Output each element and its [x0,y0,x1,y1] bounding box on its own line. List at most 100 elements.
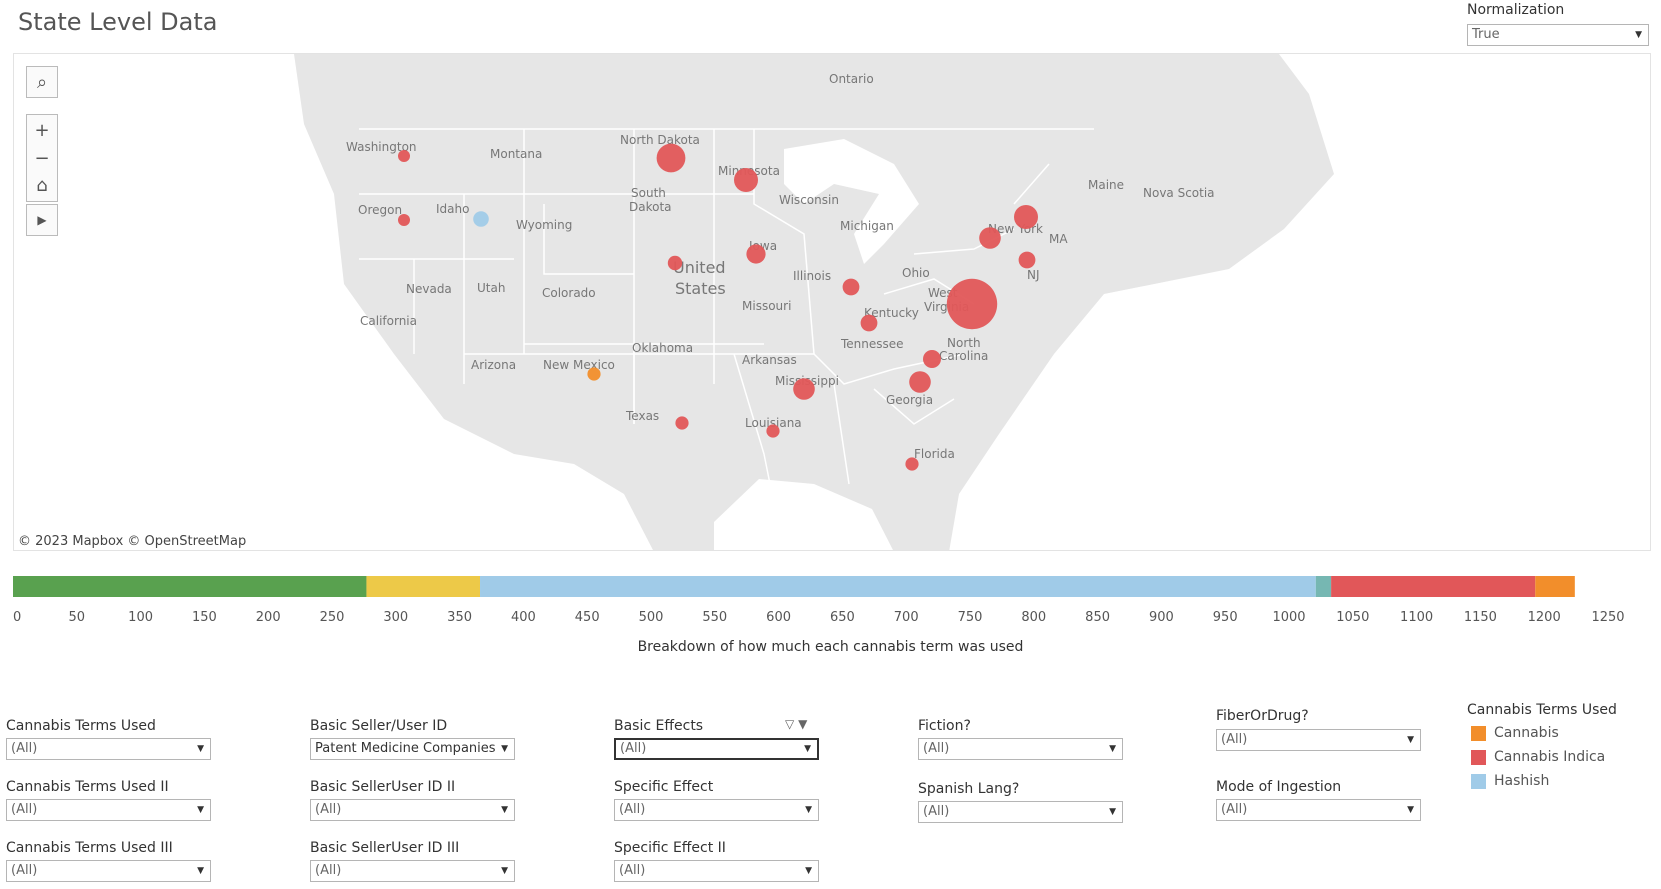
map-labels: Ontario Montana Washington Oregon Idaho … [346,72,1215,461]
axis-tick-label: 1200 [1528,610,1561,625]
axis-tick-label: 200 [256,610,281,625]
map-point-iowa[interactable] [746,244,766,264]
filter-seller2-label: Basic SellerUser ID II [310,779,456,795]
reset-view-button[interactable]: ⌂ [26,170,58,202]
map-point-south-carolina[interactable] [909,371,931,393]
axis-tick-label: 600 [766,610,791,625]
map-point-north-carolina[interactable] [923,350,941,368]
chevron-down-icon: ▼ [1407,805,1414,815]
chevron-down-icon: ▼ [197,866,204,876]
chevron-down-icon: ▼ [501,866,508,876]
search-map-button[interactable]: ⌕ [26,66,58,98]
label-us-2: States [675,279,726,298]
map-point-florida[interactable] [905,457,919,471]
axis-tick-label: 800 [1021,610,1046,625]
map-point-connecticut[interactable] [1018,251,1036,269]
chevron-down-icon: ▼ [197,805,204,815]
filter-effects-dropdown[interactable]: (All) ▼ [614,738,819,760]
normalization-dropdown[interactable]: True ▼ [1467,24,1649,46]
map-point-virginia[interactable] [946,278,998,330]
map-point-louisiana[interactable] [766,424,780,438]
bar-segment-2[interactable] [480,576,1316,597]
axis-tick-label: 1250 [1591,610,1624,625]
chevron-down-icon: ▼ [804,744,811,754]
label-arizona: Arizona [471,358,516,372]
label-nj: NJ [1027,268,1040,282]
filter-fiction-dropdown[interactable]: (All) ▼ [918,738,1123,760]
zoom-in-button[interactable]: + [26,114,58,146]
filter-specific2-label: Specific Effect II [614,840,726,856]
filter-specific2-dropdown[interactable]: (All) ▼ [614,860,819,882]
map-point-nebraska[interactable] [667,255,683,271]
map-point-minnesota[interactable] [734,168,758,192]
label-nevada: Nevada [406,282,452,296]
legend-item-cannabis[interactable]: Cannabis [1471,725,1559,741]
filter-terms2-dropdown[interactable]: (All) ▼ [6,799,211,821]
filter-fiber-dropdown[interactable]: (All) ▼ [1216,729,1421,751]
filter-specific-label: Specific Effect [614,779,714,795]
label-south-dakota-2: Dakota [629,200,672,214]
bar-segment-3[interactable] [1315,576,1332,597]
label-us-1: United [673,258,726,277]
filter-terms2-value: (All) [11,802,38,817]
legend-label: Hashish [1494,773,1550,789]
map-point-kentucky[interactable] [860,314,878,332]
label-ontario: Ontario [829,72,874,86]
chevron-down-icon[interactable]: ▼ [798,717,808,731]
legend-item-hashish[interactable]: Hashish [1471,773,1549,789]
filter-spanish-value: (All) [923,804,950,819]
label-montana: Montana [490,147,542,161]
label-oklahoma: Oklahoma [632,341,693,355]
zoom-out-button[interactable]: − [26,142,58,174]
axis-tick-label: 1050 [1336,610,1369,625]
map-point-washington[interactable] [398,150,410,162]
filter-terms3-dropdown[interactable]: (All) ▼ [6,860,211,882]
map-points[interactable] [398,143,1038,471]
filter-seller2-dropdown[interactable]: (All) ▼ [310,799,515,821]
search-icon: ⌕ [36,71,48,93]
map-point-indiana[interactable] [842,278,860,296]
axis-tick-label: 650 [830,610,855,625]
map-point-mississippi[interactable] [793,378,815,400]
state-map[interactable]: Ontario Montana Washington Oregon Idaho … [13,53,1651,551]
map-point-north-dakota[interactable] [656,143,686,173]
map-point-new-mexico[interactable] [587,367,601,381]
filter-seller-dropdown[interactable]: Patent Medicine Companies ▼ [310,738,515,760]
filter-mode-dropdown[interactable]: (All) ▼ [1216,799,1421,821]
map-canvas[interactable]: Ontario Montana Washington Oregon Idaho … [14,54,1651,551]
breakdown-bar-chart[interactable]: 0 50 100 150 200 250 300 350 400 450 500 550 600 650 7… [0,570,1661,630]
axis-tick-label: 550 [702,610,727,625]
label-kentucky: Kentucky [864,306,919,320]
filter-spanish-dropdown[interactable]: (All) ▼ [918,801,1123,823]
filter-terms-dropdown[interactable]: (All) ▼ [6,738,211,760]
filter-seller3-value: (All) [315,863,342,878]
funnel-icon[interactable]: ▽ [785,717,795,731]
map-point-vermont[interactable] [1014,205,1038,229]
filter-seller3-dropdown[interactable]: (All) ▼ [310,860,515,882]
play-icon: ▶ [37,213,47,227]
legend-swatch [1471,773,1486,789]
label-missouri: Missouri [742,299,791,313]
legend-item-cannabis-indica[interactable]: Cannabis Indica [1471,749,1605,765]
filter-terms-label: Cannabis Terms Used [6,718,156,734]
toolbar-expand-button[interactable]: ▶ [26,204,58,236]
bar-segment-5[interactable] [1535,576,1575,597]
bar-segment-1[interactable] [366,576,481,597]
label-north-dakota: North Dakota [620,133,700,147]
label-georgia: Georgia [886,393,933,407]
map-point-texas[interactable] [675,416,689,430]
filter-specific-dropdown[interactable]: (All) ▼ [614,799,819,821]
map-point-oregon[interactable] [398,214,410,226]
axis-tick-label: 500 [639,610,664,625]
filter-spanish-label: Spanish Lang? [918,781,1020,797]
label-ma: MA [1049,232,1068,246]
filter-menu[interactable]: ▽ ▼ [785,717,807,731]
label-maine: Maine [1088,178,1124,192]
label-utah: Utah [477,281,505,295]
filter-fiction-value: (All) [923,741,950,756]
map-point-new-york[interactable] [979,227,1001,249]
axis-tick-label: 450 [575,610,600,625]
bar-segment-0[interactable] [13,576,367,597]
bar-segment-4[interactable] [1331,576,1536,597]
map-point-idaho[interactable] [473,211,489,227]
